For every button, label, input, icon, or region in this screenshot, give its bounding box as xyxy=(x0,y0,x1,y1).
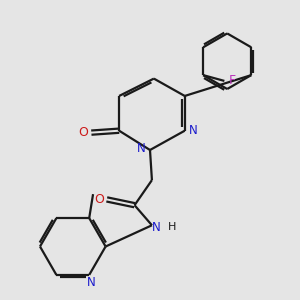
Text: O: O xyxy=(94,193,104,206)
Text: N: N xyxy=(152,221,161,234)
Text: F: F xyxy=(229,74,236,87)
Text: H: H xyxy=(168,222,176,232)
Text: N: N xyxy=(137,142,146,154)
Text: O: O xyxy=(79,126,88,139)
Text: N: N xyxy=(189,124,198,137)
Text: N: N xyxy=(87,276,95,289)
